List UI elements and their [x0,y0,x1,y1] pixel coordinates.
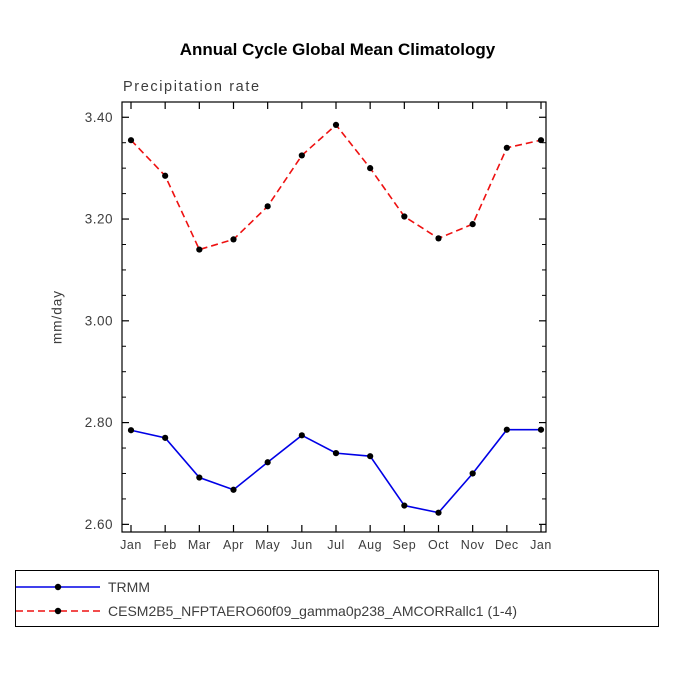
legend-marker [54,607,62,615]
legend-label-cesm: CESM2B5_NFPTAERO60f09_gamma0p238_AMCORRa… [108,603,518,619]
chart-subtitle: Precipitation rate [123,79,261,95]
data-point-marker-trmm [127,427,135,434]
data-point-marker-cesm [435,235,442,242]
data-point-marker-trmm [332,450,340,457]
x-tick-label: Apr [223,538,244,552]
x-tick-label: May [255,538,280,552]
data-point-marker-cesm [298,152,305,159]
y-tick-label: 3.40 [85,110,113,125]
legend-item-cesm: CESM2B5_NFPTAERO60f09_gamma0p238_AMCORRa… [16,599,658,623]
data-point-marker-trmm [230,486,237,493]
x-tick-label: Nov [461,538,485,552]
chart-title: Annual Cycle Global Mean Climatology [179,40,496,59]
legend-marker [54,583,62,591]
plot-frame [121,101,547,533]
data-point-marker-cesm [469,221,476,228]
y-tick-label: 2.60 [85,517,113,532]
legend: TRMM CESM2B5_NFPTAERO60f09_gamma0p238_AM… [15,570,659,627]
data-point-marker-trmm [401,502,408,509]
data-point-marker-cesm [503,144,510,151]
data-point-marker-cesm [230,236,237,243]
data-point-marker-cesm [401,213,408,220]
y-tick-label: 3.00 [85,313,113,328]
x-tick-label: Jun [291,538,313,552]
x-tick-label: Aug [358,538,382,552]
data-point-marker-cesm [367,165,374,172]
data-point-marker-trmm [162,434,169,441]
x-tick-label: Jan [530,538,552,552]
data-point-marker-cesm [537,137,545,144]
data-point-marker-cesm [264,203,271,210]
series-line-cesm [130,123,542,251]
y-tick-label: 2.80 [85,415,113,430]
data-point-marker-trmm [537,426,545,433]
data-point-marker-trmm [469,470,476,477]
x-tick-label: Sep [392,538,416,552]
data-point-marker-cesm [332,121,340,128]
data-point-marker-trmm [298,432,305,439]
x-tick-label: Dec [495,538,519,552]
data-point-marker-cesm [196,246,203,253]
x-tick-label: Jan [120,538,142,552]
data-point-marker-cesm [127,137,135,144]
chart-plot-area: 2.60 2.80 3.00 3.20 3.40 Jan Feb Mar Apr May Jun Ju… [85,101,552,552]
x-tick-label: Oct [428,538,449,552]
data-point-marker-trmm [264,459,271,466]
data-point-marker-cesm [162,172,169,179]
data-point-marker-trmm [503,426,510,433]
legend-line-trmm [16,583,100,591]
data-point-marker-trmm [367,453,374,460]
x-tick-label: Feb [154,538,177,552]
x-tick-label: Jul [327,538,344,552]
data-point-marker-trmm [435,509,442,516]
data-point-marker-trmm [196,474,203,481]
legend-item-trmm: TRMM [16,575,658,599]
legend-line-cesm [16,607,100,615]
y-tick-label: 3.20 [85,212,113,227]
x-tick-label: Mar [188,538,211,552]
legend-label-trmm: TRMM [108,579,150,595]
series-line-trmm [130,428,541,514]
